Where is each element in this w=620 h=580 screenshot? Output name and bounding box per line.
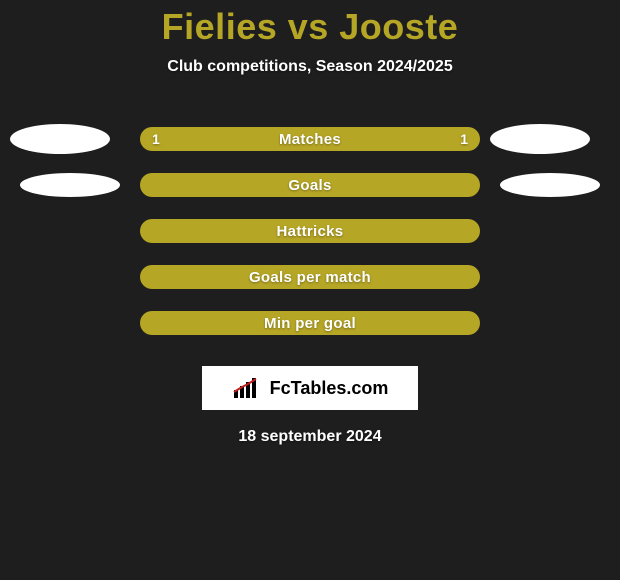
stats-card: Fielies vs Jooste Club competitions, Sea… [0, 0, 620, 580]
stat-label: Goals per match [249, 269, 371, 286]
stat-label: Goals [288, 177, 331, 194]
stat-label: Matches [279, 131, 341, 148]
date-text: 18 september 2024 [0, 428, 620, 446]
stat-bar: Min per goal [140, 311, 480, 335]
stat-rows: 1 Matches 1 Goals Hattricks Goals per match Mi… [0, 116, 620, 346]
stat-row: 1 Matches 1 [0, 116, 620, 162]
player-badge-left [10, 124, 110, 154]
player-badge-right [500, 173, 600, 197]
page-title: Fielies vs Jooste [0, 0, 620, 48]
stat-row: Hattricks [0, 208, 620, 254]
stat-bar: Goals per match [140, 265, 480, 289]
logo-box: FcTables.com [202, 366, 418, 410]
logo-prefix: Fc [270, 378, 291, 398]
stat-row: Goals [0, 162, 620, 208]
stat-value-right: 1 [460, 131, 468, 147]
player-badge-left [20, 173, 120, 197]
stat-label: Hattricks [277, 223, 344, 240]
stat-row: Goals per match [0, 254, 620, 300]
subtitle: Club competitions, Season 2024/2025 [0, 58, 620, 76]
stat-row: Min per goal [0, 300, 620, 346]
stat-label: Min per goal [264, 315, 356, 332]
stat-bar: 1 Matches 1 [140, 127, 480, 151]
logo-bars-icon [232, 376, 266, 400]
logo-suffix: Tables.com [291, 378, 389, 398]
logo-text: FcTables.com [270, 378, 389, 399]
stat-value-left: 1 [152, 131, 160, 147]
player-badge-right [490, 124, 590, 154]
stat-bar: Hattricks [140, 219, 480, 243]
stat-bar: Goals [140, 173, 480, 197]
